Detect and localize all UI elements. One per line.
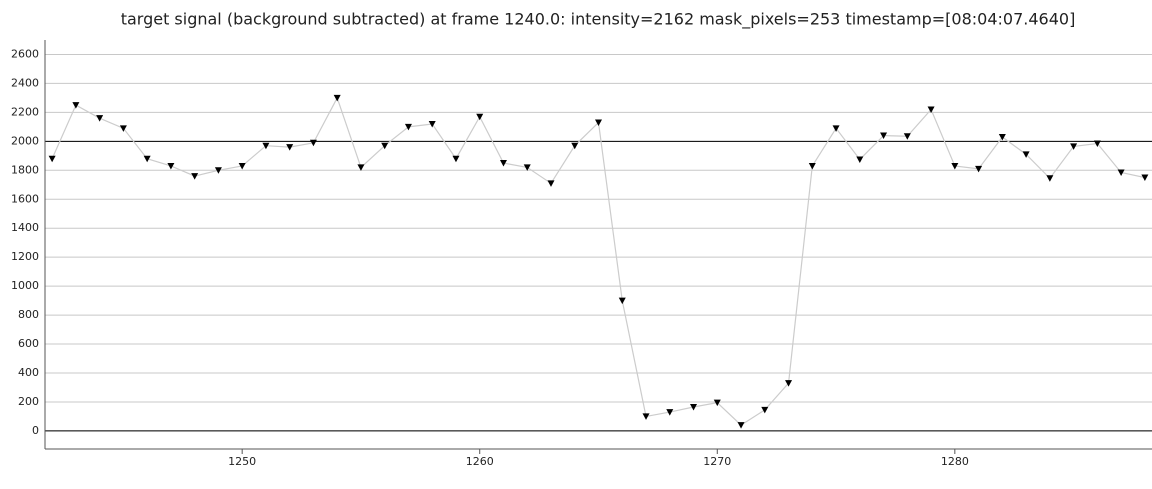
y-tick-label: 800 bbox=[18, 308, 39, 321]
data-marker bbox=[1117, 169, 1125, 176]
data-marker bbox=[428, 120, 436, 128]
data-marker bbox=[856, 156, 864, 163]
y-tick-label: 1000 bbox=[11, 279, 39, 292]
data-marker bbox=[595, 119, 602, 127]
y-tick-label: 1600 bbox=[11, 192, 39, 205]
data-marker bbox=[975, 165, 983, 173]
data-marker bbox=[642, 413, 650, 420]
data-marker bbox=[499, 160, 507, 167]
data-marker bbox=[333, 94, 341, 102]
y-tick-label: 0 bbox=[32, 424, 39, 437]
data-marker bbox=[476, 113, 484, 121]
data-marker bbox=[808, 162, 816, 170]
data-marker bbox=[1070, 143, 1078, 150]
data-marker bbox=[666, 409, 674, 416]
data-marker bbox=[452, 155, 460, 163]
data-marker bbox=[523, 164, 531, 171]
y-tick-label: 400 bbox=[18, 366, 39, 379]
x-tick-label: 1260 bbox=[466, 455, 494, 468]
y-tick-label: 600 bbox=[18, 337, 39, 350]
data-marker bbox=[880, 132, 888, 140]
data-marker bbox=[167, 162, 175, 170]
y-tick-label: 2200 bbox=[11, 105, 39, 118]
data-marker bbox=[119, 125, 127, 132]
x-tick-label: 1270 bbox=[703, 455, 731, 468]
data-marker bbox=[1141, 174, 1149, 182]
data-marker bbox=[761, 406, 769, 414]
data-marker bbox=[309, 139, 317, 147]
data-marker bbox=[1046, 175, 1054, 182]
y-tick-label: 1800 bbox=[11, 163, 39, 176]
data-marker bbox=[96, 115, 104, 122]
data-marker bbox=[48, 155, 56, 163]
data-marker bbox=[1093, 140, 1101, 148]
x-tick-label: 1250 bbox=[228, 455, 256, 468]
data-marker bbox=[785, 380, 793, 387]
data-marker bbox=[713, 399, 721, 407]
data-marker bbox=[1022, 151, 1030, 158]
data-marker bbox=[618, 297, 626, 305]
y-tick-label: 2000 bbox=[11, 134, 39, 147]
y-tick-label: 1200 bbox=[11, 250, 39, 263]
y-tick-label: 1400 bbox=[11, 221, 39, 234]
data-marker bbox=[357, 164, 365, 171]
data-marker bbox=[191, 173, 199, 180]
data-marker bbox=[951, 162, 959, 170]
chart-title: target signal (background subtracted) at… bbox=[121, 10, 1076, 30]
data-marker bbox=[737, 422, 745, 429]
data-marker bbox=[927, 106, 935, 113]
data-marker bbox=[690, 404, 698, 411]
data-marker bbox=[286, 144, 294, 151]
series-line bbox=[51, 96, 1145, 426]
y-tick-label: 2600 bbox=[11, 47, 39, 60]
data-marker bbox=[998, 134, 1006, 141]
data-marker bbox=[404, 123, 412, 131]
data-marker bbox=[262, 142, 270, 150]
data-marker bbox=[143, 155, 151, 163]
data-marker bbox=[381, 142, 389, 150]
data-marker bbox=[238, 162, 246, 170]
data-marker bbox=[214, 167, 222, 174]
x-tick-label: 1280 bbox=[941, 455, 969, 468]
data-marker bbox=[903, 133, 911, 140]
y-tick-label: 2400 bbox=[11, 76, 39, 89]
y-tick-label: 200 bbox=[18, 395, 39, 408]
data-marker bbox=[72, 102, 80, 109]
data-marker bbox=[832, 125, 840, 132]
data-marker bbox=[547, 180, 555, 187]
data-marker bbox=[571, 142, 579, 150]
